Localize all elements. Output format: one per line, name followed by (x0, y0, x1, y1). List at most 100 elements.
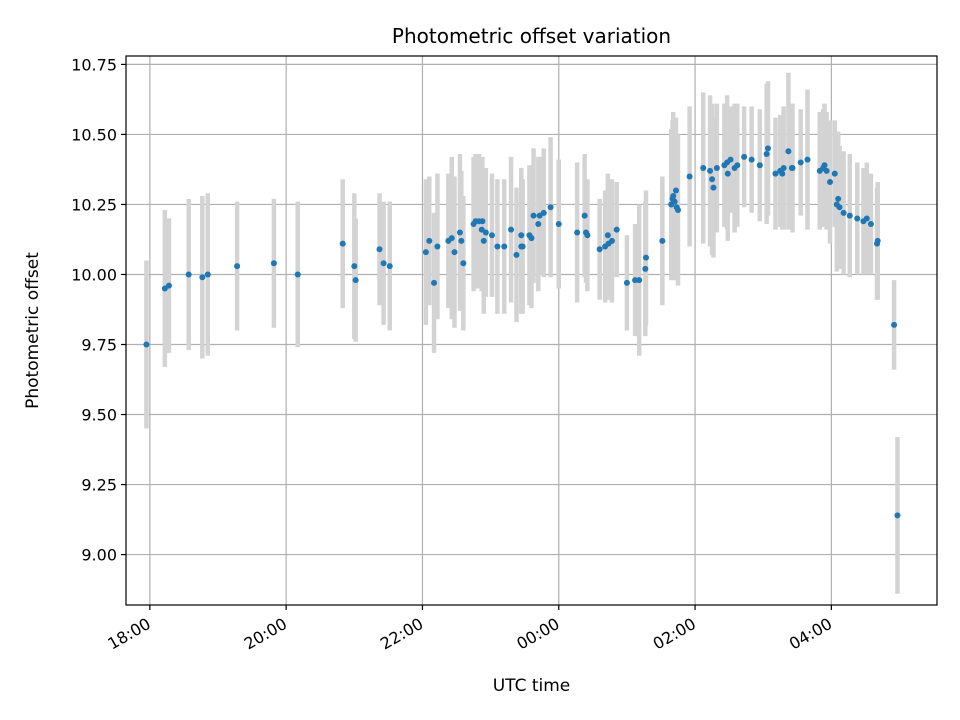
data-point (686, 173, 693, 180)
data-point (748, 156, 755, 163)
data-point (707, 167, 714, 174)
data-point (555, 221, 562, 228)
data-point (513, 251, 520, 258)
data-point (863, 215, 870, 222)
data-point (482, 229, 489, 236)
data-point (741, 153, 748, 160)
data-point (270, 260, 277, 267)
data-point (501, 243, 508, 250)
data-point (827, 179, 834, 186)
data-point (581, 212, 588, 219)
data-point (854, 215, 861, 222)
data-point (234, 263, 241, 270)
chart-title: Photometric offset variation (392, 24, 671, 48)
data-point (823, 167, 830, 174)
data-point (448, 235, 455, 242)
data-point (508, 226, 515, 233)
y-tick-label: 10.75 (71, 55, 117, 74)
data-point (351, 263, 358, 270)
data-point (584, 232, 591, 239)
data-point (204, 271, 211, 278)
data-point (785, 148, 792, 155)
y-tick-label: 10.50 (71, 125, 117, 144)
data-point (574, 229, 581, 236)
data-point (804, 156, 811, 163)
data-point (797, 159, 804, 166)
data-point (867, 221, 874, 228)
data-point (713, 165, 720, 172)
y-axis-label: Photometric offset (23, 252, 43, 409)
data-point (672, 187, 679, 194)
x-axis-label: UTC time (493, 676, 571, 696)
data-point (756, 162, 763, 169)
data-point (675, 207, 682, 214)
data-point (846, 212, 853, 219)
data-point (530, 212, 537, 219)
data-point (519, 243, 526, 250)
data-point (518, 232, 525, 239)
data-point (434, 243, 441, 250)
y-tick-label: 10.25 (71, 195, 117, 214)
data-point (636, 277, 643, 284)
data-point (821, 162, 828, 169)
data-point (891, 321, 898, 328)
data-point (642, 254, 649, 261)
data-point (352, 277, 359, 284)
data-point (165, 282, 172, 289)
data-point (547, 204, 554, 211)
data-point (339, 240, 346, 247)
data-point (596, 246, 603, 253)
data-point (480, 237, 487, 244)
data-point (488, 232, 495, 239)
data-point (608, 237, 615, 244)
data-point (143, 341, 150, 348)
data-point (604, 232, 611, 239)
data-point (386, 263, 393, 270)
data-point (456, 229, 463, 236)
data-point (294, 271, 301, 278)
data-point (734, 162, 741, 169)
data-point (642, 265, 649, 272)
data-point (700, 165, 707, 172)
data-point (836, 204, 843, 211)
data-point (780, 165, 787, 172)
data-point (380, 260, 387, 267)
data-point (835, 195, 842, 202)
y-tick-label: 9.75 (81, 336, 117, 355)
data-point (764, 145, 771, 152)
data-point (840, 209, 847, 216)
data-point (659, 237, 666, 244)
data-point (426, 237, 433, 244)
y-tick-label: 9.00 (81, 546, 117, 565)
data-point (789, 165, 796, 172)
data-point (460, 260, 467, 267)
data-point (528, 235, 535, 242)
data-point (613, 226, 620, 233)
data-point (376, 246, 383, 253)
data-point (540, 209, 547, 216)
y-tick-label: 10.00 (71, 265, 117, 284)
data-point (710, 184, 717, 191)
plot-frame (125, 55, 938, 606)
data-point (779, 170, 786, 177)
data-point (535, 221, 542, 228)
data-point (479, 218, 486, 225)
data-point (831, 170, 838, 177)
data-point (494, 243, 501, 250)
data-point (670, 193, 677, 200)
data-point (422, 249, 429, 256)
data-point (894, 512, 901, 519)
data-point (623, 279, 630, 286)
data-point (458, 237, 465, 244)
data-point (185, 271, 192, 278)
y-tick-label: 9.50 (81, 406, 117, 425)
data-point (727, 156, 734, 163)
data-point (199, 274, 206, 281)
data-point (874, 237, 881, 244)
y-tick-label: 9.25 (81, 476, 117, 495)
data-point (451, 249, 458, 256)
data-point (431, 279, 438, 286)
data-point (671, 198, 678, 205)
